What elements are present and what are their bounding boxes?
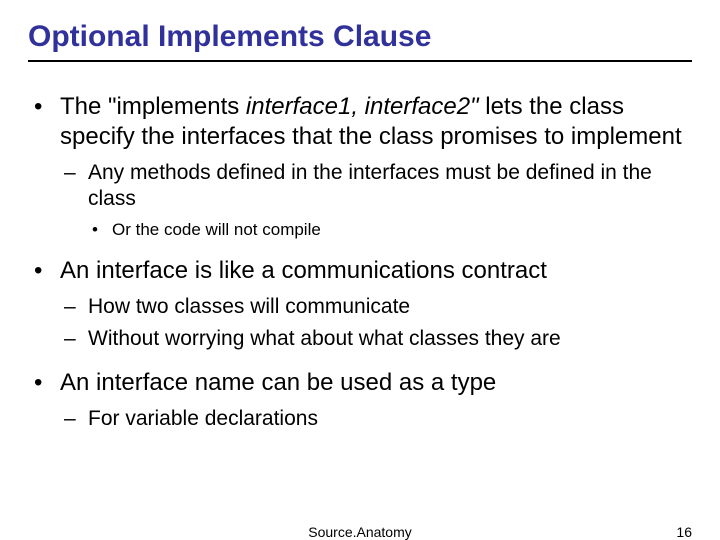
- bullet-1-sub-1-sub-a: Or the code will not compile: [88, 219, 692, 240]
- bullet-3-sub-1: For variable declarations: [60, 406, 692, 432]
- bullet-list-lvl1: The "implements interface1, interface2" …: [28, 92, 692, 433]
- slide-title: Optional Implements Clause: [28, 20, 692, 62]
- bullet-2: An interface is like a communications co…: [28, 256, 692, 353]
- bullet-1-sub-1-sublist: Or the code will not compile: [88, 219, 692, 240]
- bullet-2-sub-1: How two classes will communicate: [60, 294, 692, 320]
- footer-page-number: 16: [676, 524, 692, 540]
- bullet-3-sublist: For variable declarations: [60, 406, 692, 432]
- bullet-2-sublist: How two classes will communicate Without…: [60, 294, 692, 353]
- bullet-2-text: An interface is like a communications co…: [60, 257, 547, 284]
- bullet-1-sublist: Any methods defined in the interfaces mu…: [60, 160, 692, 240]
- bullet-1-sub-1-text: Any methods defined in the interfaces mu…: [88, 161, 652, 210]
- bullet-1-pre: The "implements: [60, 93, 246, 120]
- bullet-1: The "implements interface1, interface2" …: [28, 92, 692, 240]
- footer-center-text: Source.Anatomy: [308, 524, 412, 540]
- bullet-3-text: An interface name can be used as a type: [60, 369, 496, 396]
- bullet-2-sub-2: Without worrying what about what classes…: [60, 326, 692, 352]
- bullet-1-italic: interface1, interface2": [246, 93, 479, 120]
- bullet-3: An interface name can be used as a type …: [28, 368, 692, 432]
- bullet-1-sub-1: Any methods defined in the interfaces mu…: [60, 160, 692, 240]
